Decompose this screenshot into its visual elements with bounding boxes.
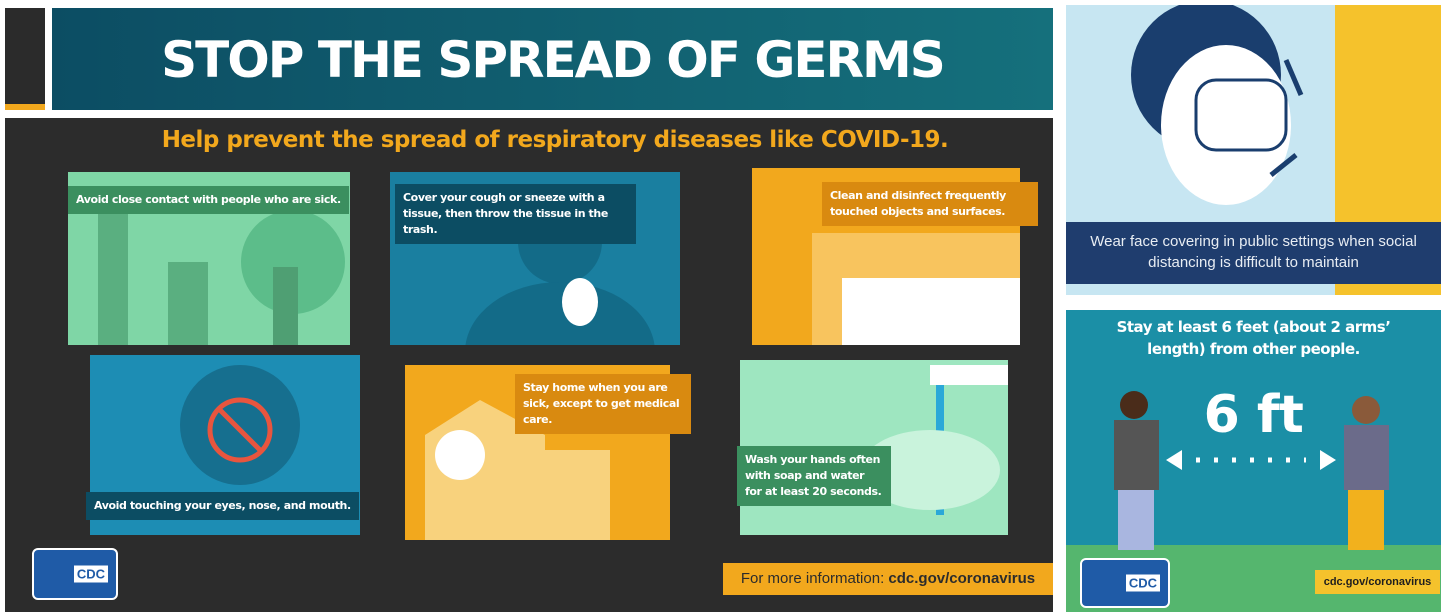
body bbox=[465, 282, 655, 345]
footer-box: For more information: cdc.gov/coronaviru… bbox=[723, 563, 1053, 595]
arrow bbox=[1286, 60, 1301, 95]
logo-text: CDC bbox=[74, 566, 108, 583]
tip-label: Stay home when you are sick, except to g… bbox=[515, 374, 691, 434]
header-accent bbox=[5, 104, 45, 110]
silhouette bbox=[273, 267, 298, 345]
poster-subtitle: Help prevent the spread of respiratory d… bbox=[5, 125, 1105, 155]
person bbox=[1118, 490, 1154, 550]
tip-label: Cover your cough or sneeze with a tissue… bbox=[395, 184, 636, 244]
faucet bbox=[930, 365, 1008, 385]
distance-value: 6 ft bbox=[1066, 385, 1441, 445]
silhouette bbox=[98, 212, 128, 345]
head bbox=[180, 365, 300, 485]
footer-link: cdc.gov/coronavirus bbox=[888, 570, 1035, 587]
house bbox=[500, 450, 610, 540]
cdc-logo: CDC bbox=[1080, 558, 1170, 608]
canvas: STOP THE SPREAD OF GERMS Help prevent th… bbox=[0, 0, 1445, 615]
distance-link: cdc.gov/coronavirus bbox=[1315, 570, 1440, 594]
arrow bbox=[1320, 450, 1336, 470]
sprayer bbox=[842, 278, 1020, 345]
footer-label: For more information: bbox=[741, 570, 884, 587]
logo-text: CDC bbox=[1126, 575, 1160, 592]
poster-title: STOP THE SPREAD OF GERMS bbox=[52, 30, 1053, 90]
cdc-logo: CDC bbox=[32, 548, 118, 600]
person bbox=[1348, 490, 1384, 550]
silhouette bbox=[168, 262, 208, 345]
mask bbox=[1196, 80, 1286, 150]
page: STOP THE SPREAD OF GERMS Help prevent th… bbox=[0, 0, 1445, 615]
header-block bbox=[5, 8, 45, 104]
arrow bbox=[1166, 450, 1182, 470]
mask-caption: Wear face covering in public settings wh… bbox=[1066, 222, 1441, 284]
window bbox=[435, 430, 485, 480]
tip-label: Clean and disinfect frequently touched o… bbox=[822, 182, 1038, 226]
distance-heading: Stay at least 6 feet (about 2 arms’ leng… bbox=[1066, 316, 1441, 360]
tip-label: Avoid touching your eyes, nose, and mout… bbox=[86, 492, 359, 520]
tip-label: Avoid close contact with people who are … bbox=[68, 186, 349, 214]
tissue bbox=[562, 278, 598, 326]
tip-label: Wash your hands often with soap and wate… bbox=[737, 446, 891, 506]
